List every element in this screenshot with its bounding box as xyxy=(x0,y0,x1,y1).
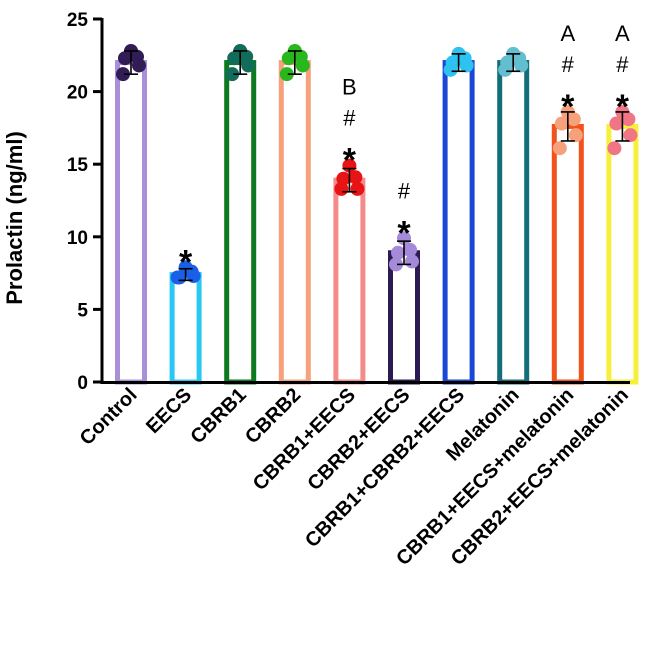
data-point xyxy=(607,141,622,156)
y-tick-label: 15 xyxy=(67,155,89,176)
category-label: CBRB1 xyxy=(186,384,250,448)
data-point xyxy=(405,254,419,269)
x-axis-labels: Control EECSCBRB1CBRB2CBRB1+EECSCBRB2+EEC… xyxy=(76,384,633,570)
significance-star: * xyxy=(616,88,630,126)
y-axis-label: Prolactin (ng/ml) xyxy=(2,131,27,305)
y-tick-label: 10 xyxy=(67,228,88,249)
data-point xyxy=(554,116,569,131)
bar xyxy=(442,60,475,385)
data-point xyxy=(281,51,296,66)
data-point xyxy=(623,128,638,143)
y-tick-label: 20 xyxy=(67,83,88,104)
data-point xyxy=(552,141,567,156)
bar xyxy=(224,60,257,385)
error-bars xyxy=(124,50,630,282)
data-point xyxy=(279,67,294,82)
bar xyxy=(278,60,311,385)
bars xyxy=(115,60,639,385)
bar xyxy=(169,272,202,385)
data-point xyxy=(130,49,144,64)
data-point xyxy=(334,181,349,196)
y-tick-label: 25 xyxy=(67,10,89,31)
significance-hash: # xyxy=(562,52,575,77)
bar xyxy=(388,250,420,385)
bar xyxy=(333,177,366,385)
data-point xyxy=(512,51,527,66)
data-point xyxy=(443,62,458,77)
data-point xyxy=(293,49,308,64)
data-point xyxy=(116,67,130,82)
y-tick-label: 0 xyxy=(77,373,88,394)
significance-letter: A xyxy=(615,21,630,46)
significance-star: * xyxy=(561,88,575,126)
data-point xyxy=(227,51,242,66)
significance-hash: # xyxy=(616,52,629,77)
bar xyxy=(551,123,584,385)
y-tick-label: 5 xyxy=(77,300,88,321)
significance-letter: B xyxy=(342,75,357,100)
data-point xyxy=(389,257,403,272)
data-point xyxy=(566,112,581,127)
data-point xyxy=(498,62,513,77)
bar xyxy=(606,123,639,385)
data-point xyxy=(609,116,624,131)
data-point xyxy=(350,181,365,196)
y-axis: 0 5 10 15 20 25 xyxy=(67,10,102,394)
significance-hash: # xyxy=(343,106,356,131)
data-point xyxy=(239,49,254,64)
data-point xyxy=(348,170,363,185)
significance-star: * xyxy=(179,243,193,281)
data-point xyxy=(391,245,405,260)
data-point xyxy=(457,51,472,66)
data-point xyxy=(118,51,132,66)
bar xyxy=(497,60,530,385)
data-point xyxy=(225,67,240,82)
bar xyxy=(115,60,147,385)
data-point xyxy=(568,128,583,143)
data-point xyxy=(621,112,636,127)
significance-letter: A xyxy=(560,21,575,46)
significance-hash: # xyxy=(398,178,411,203)
significance-star: * xyxy=(397,214,411,252)
significance-annotations: * * # B * # * # A * # A xyxy=(179,21,630,281)
data-point xyxy=(403,242,417,257)
significance-star: * xyxy=(343,142,357,180)
